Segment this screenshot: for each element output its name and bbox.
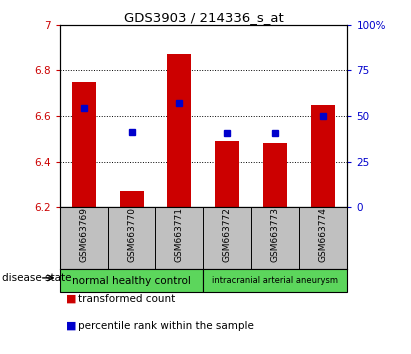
- Text: ■: ■: [66, 321, 76, 331]
- Text: GSM663771: GSM663771: [175, 207, 184, 262]
- Text: normal healthy control: normal healthy control: [72, 275, 191, 286]
- Text: transformed count: transformed count: [78, 294, 175, 304]
- Bar: [311, 104, 335, 207]
- Text: GSM663773: GSM663773: [271, 207, 280, 262]
- Bar: [215, 141, 239, 207]
- Text: intracranial arterial aneurysm: intracranial arterial aneurysm: [212, 276, 338, 285]
- Bar: [60, 269, 203, 292]
- Bar: [203, 269, 347, 292]
- Bar: [72, 82, 95, 207]
- Text: ■: ■: [66, 294, 76, 304]
- Bar: [263, 143, 287, 207]
- Text: GSM663770: GSM663770: [127, 207, 136, 262]
- Text: GSM663774: GSM663774: [319, 207, 328, 262]
- Text: disease state: disease state: [2, 273, 72, 283]
- Text: percentile rank within the sample: percentile rank within the sample: [78, 321, 254, 331]
- Text: GSM663772: GSM663772: [223, 207, 232, 262]
- Bar: [120, 191, 143, 207]
- Title: GDS3903 / 214336_s_at: GDS3903 / 214336_s_at: [124, 11, 283, 24]
- Text: GSM663769: GSM663769: [79, 207, 88, 262]
- Bar: [168, 55, 192, 207]
